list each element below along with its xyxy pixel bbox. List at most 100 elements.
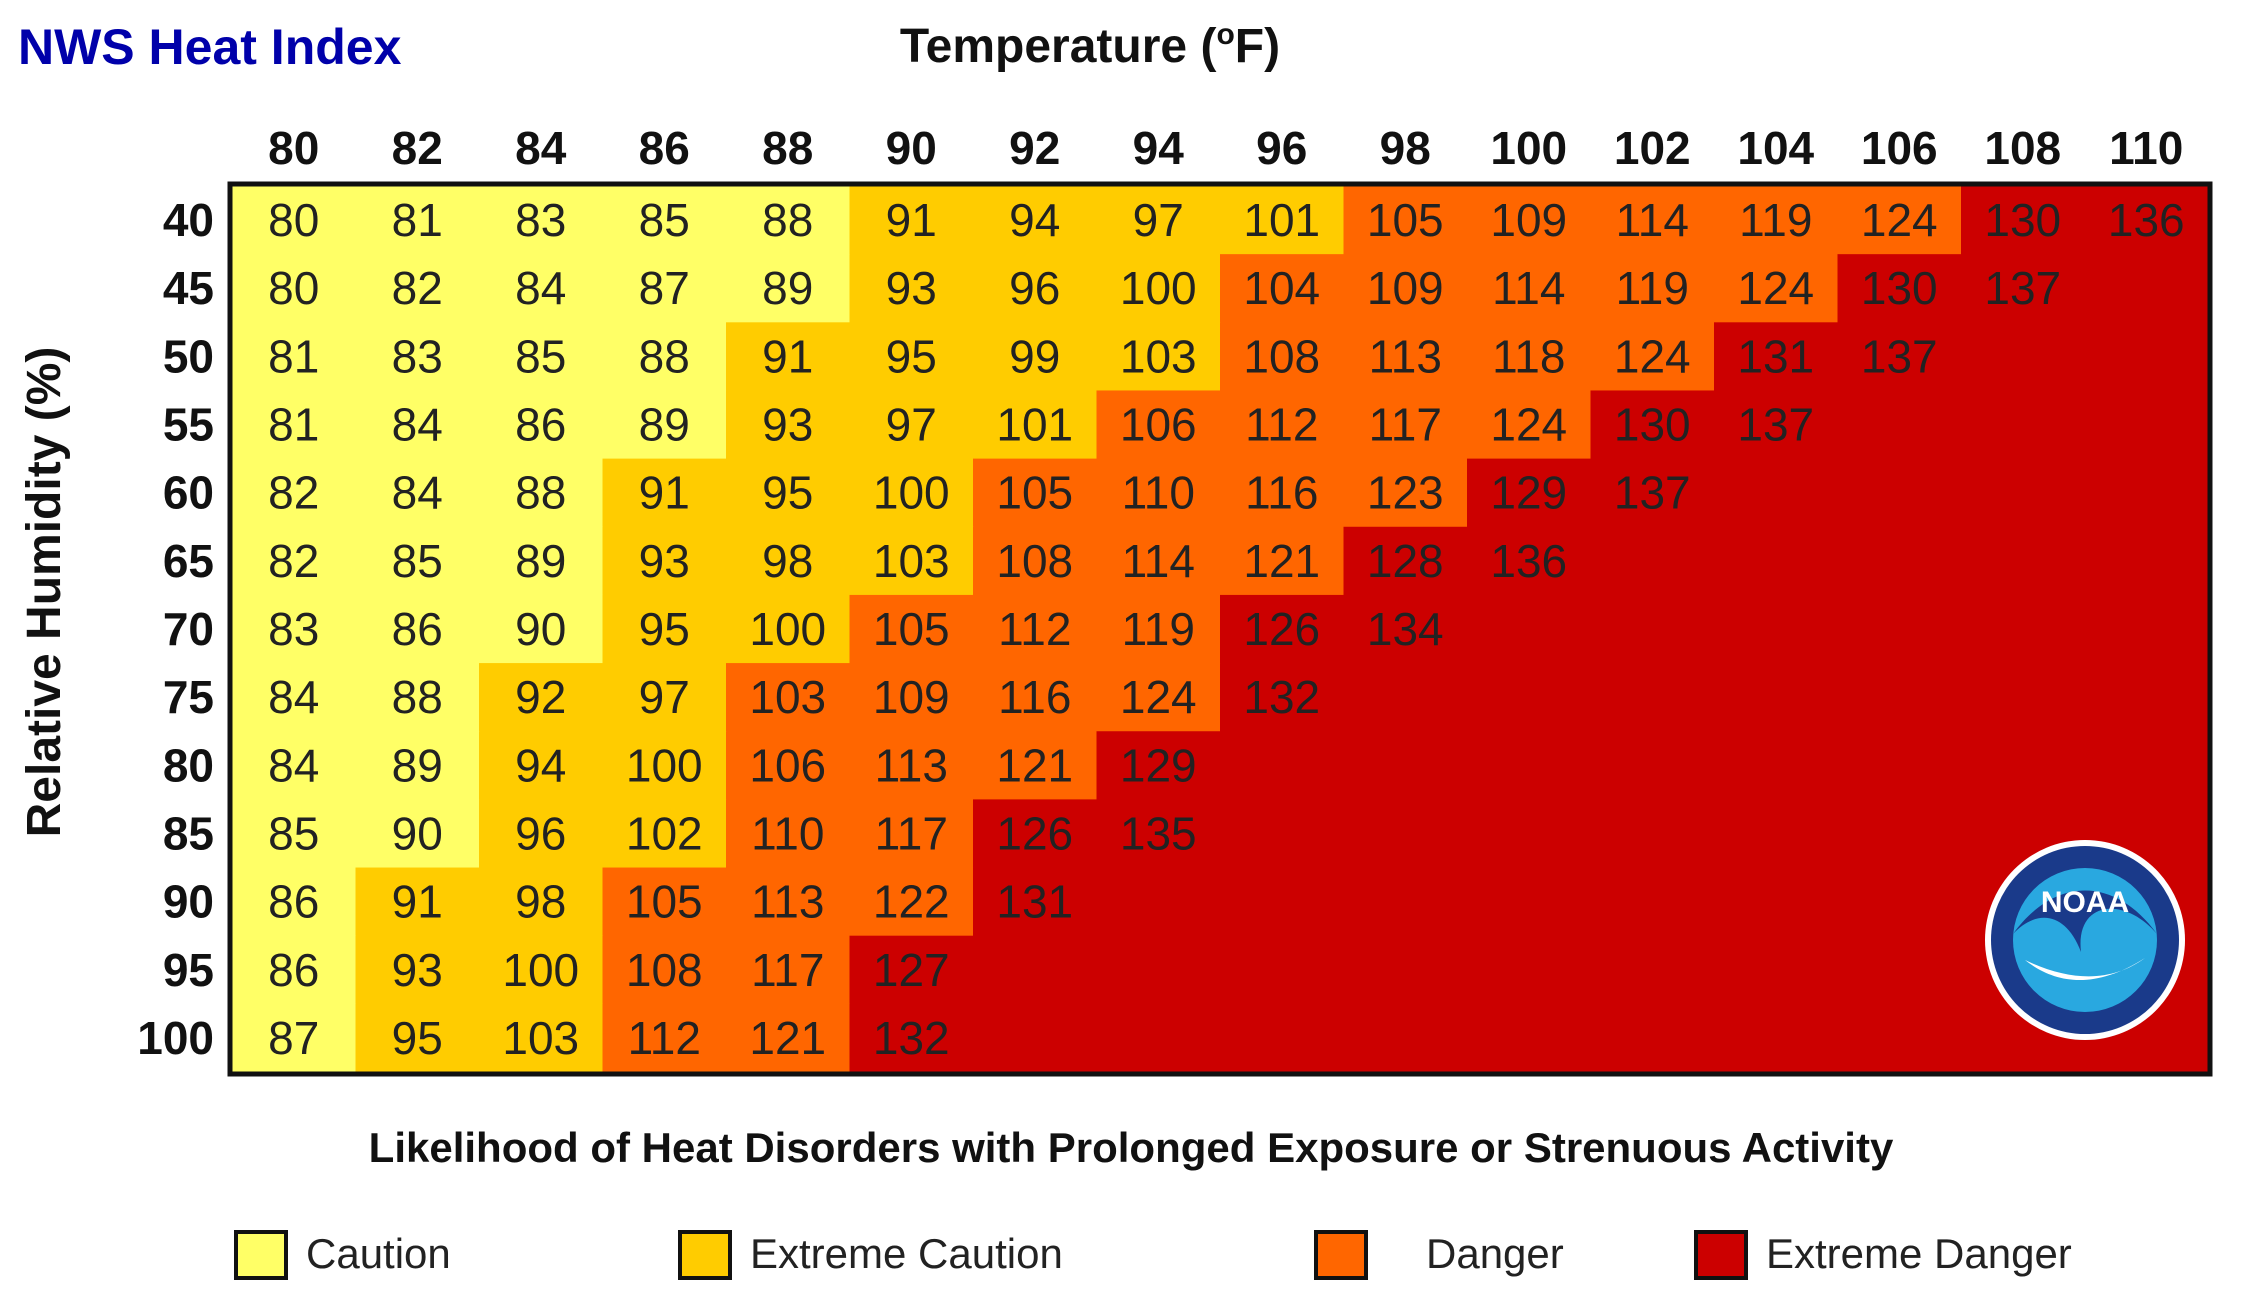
legend-swatch — [234, 1230, 288, 1280]
heatmap-cell — [2084, 390, 2209, 460]
cell-value-label: 95 — [392, 1012, 443, 1064]
heatmap-cell — [232, 731, 357, 800]
heatmap-cell — [1837, 186, 1962, 255]
heatmap-cell — [2084, 663, 2209, 732]
heatmap-cell — [726, 867, 851, 937]
cell-value-label: 110 — [751, 807, 824, 859]
heatmap-cell — [355, 526, 480, 596]
cell-value-label: 100 — [502, 944, 579, 996]
cell-value-label: 89 — [515, 535, 566, 587]
x-tick-label: 94 — [1133, 122, 1185, 174]
heatmap-cell — [849, 526, 974, 596]
legend-title: Likelihood of Heat Disorders with Prolon… — [369, 1124, 1894, 1171]
heatmap-cell — [232, 390, 357, 460]
heatmap-cell — [1837, 526, 1962, 596]
y-tick-label: 50 — [163, 330, 214, 382]
heatmap-cell — [726, 254, 851, 323]
heatmap-cell — [1343, 935, 1468, 1005]
heatmap-cell — [232, 186, 357, 255]
legend-label: Danger — [1426, 1230, 1564, 1277]
legend-item: Extreme Caution — [678, 1230, 1063, 1280]
heatmap-cell — [1467, 594, 1592, 664]
heatmap-cell — [232, 458, 357, 528]
cell-value-label: 93 — [762, 399, 813, 451]
cell-value-label: 108 — [1243, 330, 1320, 382]
heatmap-cell — [2084, 731, 2209, 800]
cell-value-label: 137 — [1737, 399, 1814, 451]
heatmap-cell — [1467, 799, 1592, 869]
heatmap-cell — [1343, 731, 1468, 800]
heatmap-cell — [1220, 935, 1345, 1005]
logo-bird-icon — [2013, 890, 2157, 952]
cell-value-label: 82 — [392, 262, 443, 314]
cell-value-label: 116 — [998, 671, 1071, 723]
x-tick-label: 106 — [1861, 122, 1938, 174]
cell-value-label: 117 — [751, 944, 824, 996]
heatmap-cell — [1590, 663, 1715, 732]
heatmap-cell — [1096, 1003, 1221, 1073]
legend-swatch — [678, 1230, 732, 1280]
heatmap-cell — [1590, 867, 1715, 937]
heatmap-cell — [726, 322, 851, 392]
heatmap-cell — [1343, 526, 1468, 596]
cell-value-label: 84 — [392, 399, 443, 451]
cell-value-label: 130 — [1861, 262, 1938, 314]
heatmap-cell — [1961, 322, 2086, 392]
heatmap-cell — [1467, 1003, 1592, 1073]
cell-value-label: 95 — [639, 603, 690, 655]
heatmap-cell — [849, 935, 974, 1005]
cell-value-label: 114 — [1122, 535, 1195, 587]
x-tick-label: 102 — [1614, 122, 1691, 174]
x-axis-title: Temperature (oF) — [900, 18, 1280, 73]
heatmap-cell — [1096, 731, 1221, 800]
cell-value-label: 121 — [996, 739, 1073, 791]
heatmap-cell — [602, 458, 727, 528]
heatmap-cell — [1096, 935, 1221, 1005]
legend-label: Extreme Caution — [750, 1230, 1063, 1277]
heatmap-cell — [1343, 254, 1468, 323]
cell-value-label: 108 — [626, 944, 703, 996]
cell-value-label: 126 — [1243, 603, 1320, 655]
heatmap-cell — [355, 935, 480, 1005]
cell-value-label: 137 — [1984, 262, 2061, 314]
cell-value-label: 124 — [1614, 330, 1691, 382]
cell-value-label: 131 — [1737, 330, 1814, 382]
cell-value-label: 128 — [1367, 535, 1444, 587]
heatmap-cell — [1837, 458, 1962, 528]
cell-value-label: 81 — [268, 330, 319, 382]
heatmap-cell — [479, 731, 604, 800]
logo-wave-icon — [2025, 958, 2145, 981]
legend: Caution Extreme Caution Danger Extreme Dang… — [234, 1230, 2072, 1280]
cell-value-label: 137 — [1614, 467, 1691, 519]
cell-value-label: 91 — [762, 330, 813, 382]
heatmap-cell — [479, 867, 604, 937]
heatmap-cell — [1714, 186, 1839, 255]
heatmap-cell — [973, 458, 1098, 528]
cell-value-label: 105 — [873, 603, 950, 655]
heatmap-cell — [1220, 867, 1345, 937]
cell-value-label: 97 — [886, 399, 937, 451]
heatmap-cell — [1590, 594, 1715, 664]
cell-value-label: 83 — [515, 194, 566, 246]
heatmap-cell — [1837, 322, 1962, 392]
heatmap-cell — [602, 935, 727, 1005]
cell-value-label: 97 — [639, 671, 690, 723]
cell-value-label: 106 — [1120, 399, 1197, 451]
cell-value-label: 93 — [886, 262, 937, 314]
legend-label: Caution — [306, 1230, 451, 1277]
heatmap-cell — [1714, 731, 1839, 800]
heatmap-cell — [1467, 390, 1592, 460]
cell-value-label: 91 — [392, 876, 443, 928]
heatmap-cell — [1837, 254, 1962, 323]
heatmap-cell — [1714, 594, 1839, 664]
heatmap-cell — [973, 254, 1098, 323]
heatmap-cell — [973, 390, 1098, 460]
heatmap-cell — [726, 731, 851, 800]
cell-value-label: 100 — [749, 603, 826, 655]
cell-value-label: 134 — [1367, 603, 1444, 655]
heatmap-cell — [1961, 254, 2086, 323]
heatmap-cell — [1220, 390, 1345, 460]
y-tick-label: 100 — [137, 1012, 214, 1064]
heatmap-cell — [1220, 254, 1345, 323]
cell-value-label: 103 — [502, 1012, 579, 1064]
